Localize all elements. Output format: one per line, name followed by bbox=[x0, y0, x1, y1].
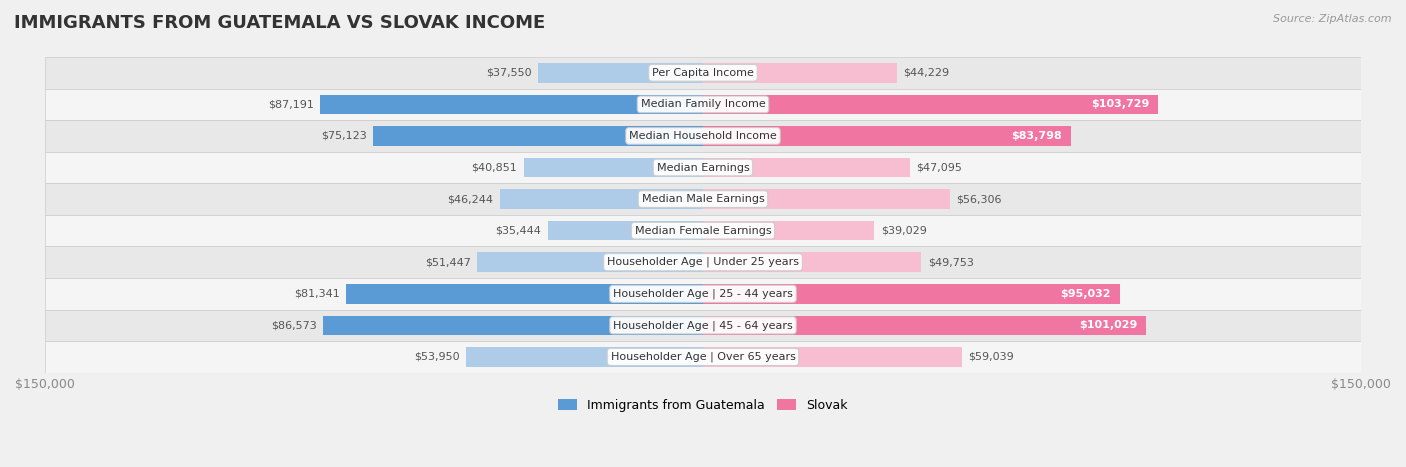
Bar bbox=[547, 221, 703, 241]
Bar bbox=[45, 183, 1361, 215]
Text: $46,244: $46,244 bbox=[447, 194, 494, 204]
Bar bbox=[703, 63, 897, 83]
Text: Per Capita Income: Per Capita Income bbox=[652, 68, 754, 78]
Text: $87,191: $87,191 bbox=[269, 99, 314, 109]
Text: $49,753: $49,753 bbox=[928, 257, 974, 267]
Bar bbox=[703, 316, 1146, 335]
Bar bbox=[703, 347, 962, 367]
Bar bbox=[45, 89, 1361, 120]
Bar bbox=[703, 189, 950, 209]
Text: $81,341: $81,341 bbox=[294, 289, 340, 299]
Text: Median Earnings: Median Earnings bbox=[657, 163, 749, 172]
Bar bbox=[467, 347, 703, 367]
Bar bbox=[45, 152, 1361, 183]
Bar bbox=[524, 158, 703, 177]
Bar bbox=[374, 126, 703, 146]
Text: $83,798: $83,798 bbox=[1011, 131, 1062, 141]
Bar bbox=[346, 284, 703, 304]
Bar bbox=[45, 215, 1361, 247]
Bar bbox=[321, 95, 703, 114]
Text: Householder Age | 45 - 64 years: Householder Age | 45 - 64 years bbox=[613, 320, 793, 331]
Text: $44,229: $44,229 bbox=[904, 68, 949, 78]
Text: $56,306: $56,306 bbox=[956, 194, 1002, 204]
Text: $39,029: $39,029 bbox=[880, 226, 927, 236]
Bar bbox=[323, 316, 703, 335]
Text: $35,444: $35,444 bbox=[495, 226, 541, 236]
Bar bbox=[703, 221, 875, 241]
Bar bbox=[45, 57, 1361, 89]
Text: Householder Age | Under 25 years: Householder Age | Under 25 years bbox=[607, 257, 799, 268]
Text: $95,032: $95,032 bbox=[1060, 289, 1111, 299]
Legend: Immigrants from Guatemala, Slovak: Immigrants from Guatemala, Slovak bbox=[554, 394, 852, 417]
Text: IMMIGRANTS FROM GUATEMALA VS SLOVAK INCOME: IMMIGRANTS FROM GUATEMALA VS SLOVAK INCO… bbox=[14, 14, 546, 32]
Text: Median Female Earnings: Median Female Earnings bbox=[634, 226, 772, 236]
Text: $47,095: $47,095 bbox=[917, 163, 962, 172]
Text: Median Male Earnings: Median Male Earnings bbox=[641, 194, 765, 204]
Bar bbox=[501, 189, 703, 209]
Bar bbox=[703, 284, 1121, 304]
Text: $59,039: $59,039 bbox=[969, 352, 1014, 362]
Text: Median Household Income: Median Household Income bbox=[628, 131, 778, 141]
Text: $53,950: $53,950 bbox=[415, 352, 460, 362]
Bar bbox=[45, 278, 1361, 310]
Text: $75,123: $75,123 bbox=[321, 131, 367, 141]
Bar bbox=[703, 95, 1159, 114]
Bar bbox=[45, 120, 1361, 152]
Text: $101,029: $101,029 bbox=[1078, 320, 1137, 330]
Text: Householder Age | 25 - 44 years: Householder Age | 25 - 44 years bbox=[613, 289, 793, 299]
Text: $86,573: $86,573 bbox=[271, 320, 316, 330]
Bar bbox=[45, 310, 1361, 341]
Bar bbox=[45, 247, 1361, 278]
Text: $103,729: $103,729 bbox=[1091, 99, 1149, 109]
Text: $37,550: $37,550 bbox=[486, 68, 531, 78]
Text: Source: ZipAtlas.com: Source: ZipAtlas.com bbox=[1274, 14, 1392, 24]
Text: Median Family Income: Median Family Income bbox=[641, 99, 765, 109]
Bar bbox=[477, 253, 703, 272]
Text: $40,851: $40,851 bbox=[471, 163, 517, 172]
Bar bbox=[703, 158, 910, 177]
Bar bbox=[703, 253, 921, 272]
Text: Householder Age | Over 65 years: Householder Age | Over 65 years bbox=[610, 352, 796, 362]
Bar bbox=[45, 341, 1361, 373]
Text: $51,447: $51,447 bbox=[425, 257, 471, 267]
Bar bbox=[538, 63, 703, 83]
Bar bbox=[703, 126, 1070, 146]
